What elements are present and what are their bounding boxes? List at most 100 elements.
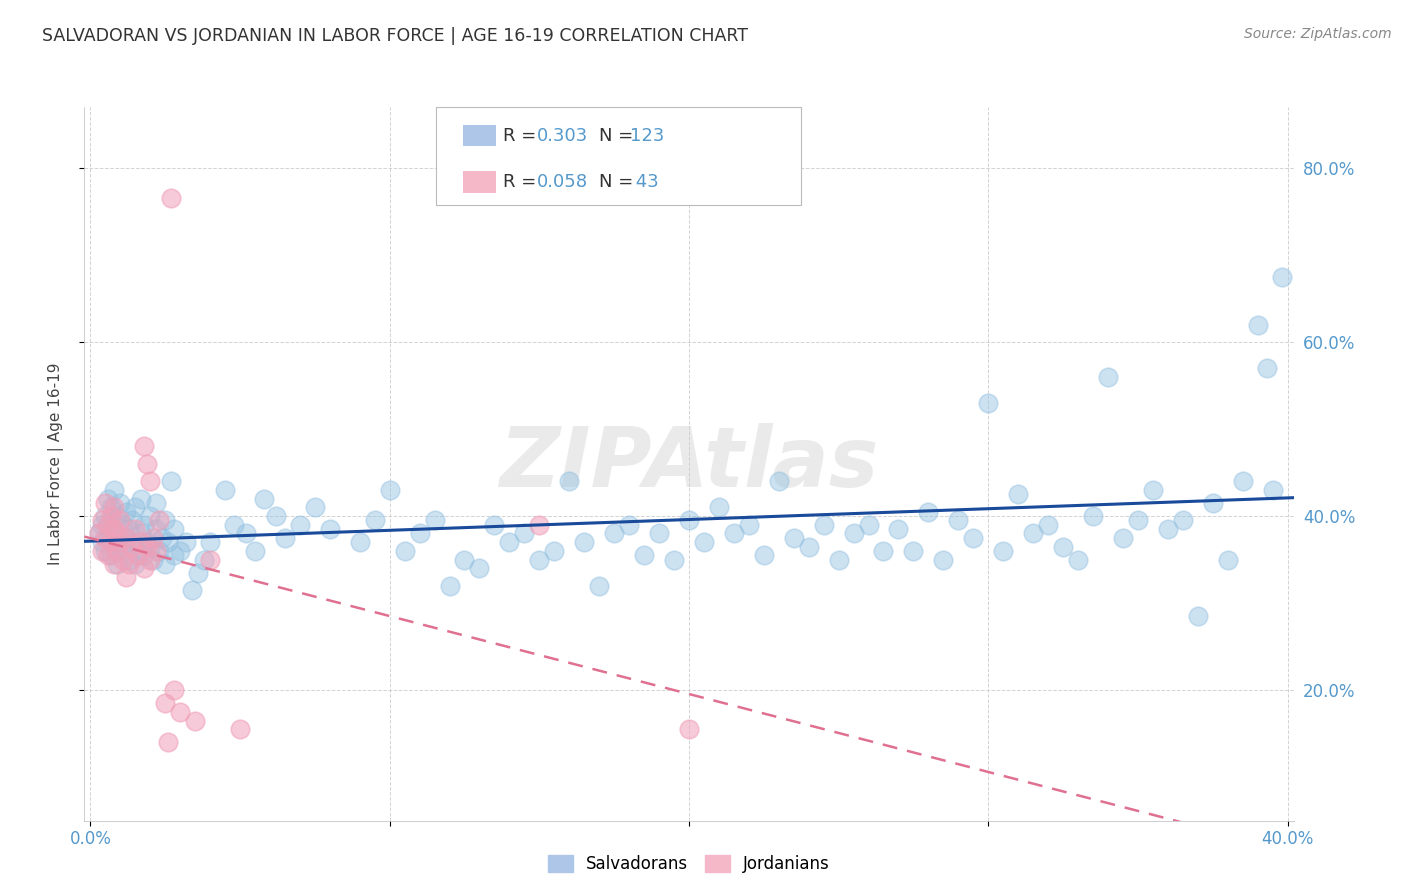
Point <box>529 552 551 566</box>
Point <box>121 540 143 554</box>
Point <box>103 540 125 554</box>
Point <box>134 561 156 575</box>
Point <box>678 513 700 527</box>
Point <box>572 535 595 549</box>
Point <box>136 540 159 554</box>
Point <box>917 505 939 519</box>
Point <box>139 475 162 489</box>
Point <box>768 475 790 489</box>
Point <box>153 696 176 710</box>
Point <box>153 557 176 571</box>
Point <box>513 526 536 541</box>
Point <box>134 439 156 453</box>
Point <box>468 561 491 575</box>
Point <box>1261 483 1284 497</box>
Point <box>723 526 745 541</box>
Point <box>115 531 138 545</box>
Point <box>103 526 125 541</box>
Point <box>738 517 761 532</box>
Point <box>1022 526 1045 541</box>
Point <box>94 544 117 558</box>
Point <box>118 552 141 566</box>
Point <box>145 496 167 510</box>
Point <box>1256 361 1278 376</box>
Point <box>157 735 180 749</box>
Point <box>110 513 132 527</box>
Point <box>193 552 215 566</box>
Text: 0.058: 0.058 <box>537 173 588 191</box>
Point <box>229 723 252 737</box>
Point <box>993 544 1015 558</box>
Point <box>1171 513 1194 527</box>
Point <box>1052 540 1074 554</box>
Point <box>617 517 640 532</box>
Point <box>264 509 287 524</box>
Point <box>129 535 152 549</box>
Point <box>977 396 1000 410</box>
Point <box>94 509 117 524</box>
Point <box>105 557 128 571</box>
Point <box>145 522 167 536</box>
Point <box>543 544 565 558</box>
Point <box>1097 369 1119 384</box>
Point <box>439 579 461 593</box>
Text: R =: R = <box>503 127 543 145</box>
Point <box>103 483 125 497</box>
Point <box>1202 496 1225 510</box>
Point <box>148 544 170 558</box>
Point <box>115 531 138 545</box>
Text: 123: 123 <box>630 127 664 145</box>
Point <box>94 531 117 545</box>
Point <box>1142 483 1164 497</box>
Point <box>121 513 143 527</box>
Point <box>139 540 162 554</box>
Point <box>363 513 385 527</box>
Point <box>160 191 183 205</box>
Point <box>783 531 806 545</box>
Point <box>174 535 197 549</box>
Point <box>198 535 221 549</box>
Point <box>603 526 626 541</box>
Point <box>648 526 671 541</box>
Point <box>127 544 149 558</box>
Point <box>97 548 120 562</box>
Point <box>112 544 135 558</box>
Point <box>827 552 849 566</box>
Point <box>797 540 820 554</box>
Point <box>222 517 245 532</box>
Point <box>633 548 655 562</box>
Point <box>962 531 984 545</box>
Point <box>115 570 138 584</box>
Text: SALVADORAN VS JORDANIAN IN LABOR FORCE | AGE 16-19 CORRELATION CHART: SALVADORAN VS JORDANIAN IN LABOR FORCE |… <box>42 27 748 45</box>
Point <box>89 526 111 541</box>
Point <box>184 714 207 728</box>
Point <box>110 535 132 549</box>
Point <box>1081 509 1104 524</box>
Text: R =: R = <box>503 173 543 191</box>
Text: ZIPAtlas: ZIPAtlas <box>499 424 879 504</box>
Point <box>484 517 506 532</box>
Point <box>903 544 925 558</box>
Point <box>349 535 371 549</box>
Y-axis label: In Labor Force | Age 16-19: In Labor Force | Age 16-19 <box>48 362 63 566</box>
Point <box>103 500 125 515</box>
Point <box>498 535 520 549</box>
Point <box>529 517 551 532</box>
Point <box>115 505 138 519</box>
Point <box>100 509 122 524</box>
Text: N =: N = <box>599 127 638 145</box>
Point <box>103 557 125 571</box>
Point <box>274 531 297 545</box>
Point <box>423 513 446 527</box>
Point <box>145 544 167 558</box>
Point <box>112 517 135 532</box>
Point <box>89 526 111 541</box>
Point <box>453 552 475 566</box>
Point <box>1270 269 1292 284</box>
Point <box>394 544 416 558</box>
Point <box>752 548 775 562</box>
Point <box>163 522 186 536</box>
Point <box>124 500 146 515</box>
Point <box>948 513 970 527</box>
Point <box>124 522 146 536</box>
